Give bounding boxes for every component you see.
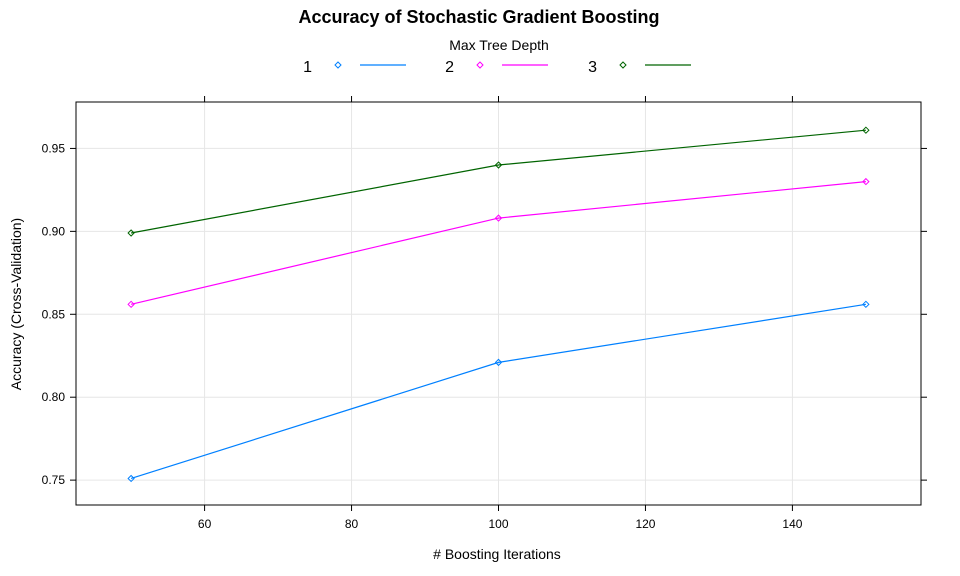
x-tick-label: 120	[635, 517, 655, 531]
legend-marker	[334, 61, 342, 69]
legend-item-1: 1	[303, 59, 406, 76]
y-tick-label: 0.75	[42, 473, 66, 487]
chart-title: Accuracy of Stochastic Gradient Boosting	[298, 7, 659, 27]
y-axis-label: Accuracy (Cross-Validation)	[8, 218, 24, 390]
axes: 60 80 100 120 140 0.75 0.80 0.85 0.90 0.95	[42, 96, 927, 531]
y-tick-label: 0.90	[42, 224, 66, 238]
legend: 1 2 3	[303, 59, 691, 76]
data-point	[494, 161, 503, 169]
grid	[76, 102, 921, 505]
data-point	[494, 358, 503, 367]
series-1	[127, 300, 870, 483]
series-3	[127, 126, 870, 237]
legend-marker	[619, 61, 627, 69]
x-tick-label: 60	[198, 517, 212, 531]
legend-item-2: 2	[445, 59, 548, 76]
legend-label: 3	[588, 59, 597, 76]
data-point	[127, 474, 135, 483]
data-point	[862, 300, 870, 309]
x-axis-label: # Boosting Iterations	[433, 546, 561, 562]
y-tick-label: 0.80	[42, 390, 66, 404]
legend-label: 2	[445, 59, 454, 76]
x-tick-label: 140	[782, 517, 802, 531]
x-tick-label: 100	[488, 517, 508, 531]
y-tick-label: 0.95	[42, 141, 66, 155]
legend-marker	[476, 61, 484, 69]
series-line	[130, 181, 866, 305]
x-tick-label: 80	[345, 517, 359, 531]
series-line	[130, 129, 866, 234]
data-point	[862, 126, 870, 134]
series-layer	[127, 126, 870, 483]
data-point	[494, 214, 503, 222]
legend-title: Max Tree Depth	[449, 37, 549, 53]
y-tick-label: 0.85	[42, 307, 66, 321]
data-point	[862, 177, 870, 186]
legend-item-3: 3	[588, 59, 691, 76]
series-2	[127, 177, 870, 309]
legend-label: 1	[303, 59, 312, 76]
series-line	[130, 303, 866, 480]
data-point	[127, 229, 135, 237]
data-point	[127, 300, 135, 309]
